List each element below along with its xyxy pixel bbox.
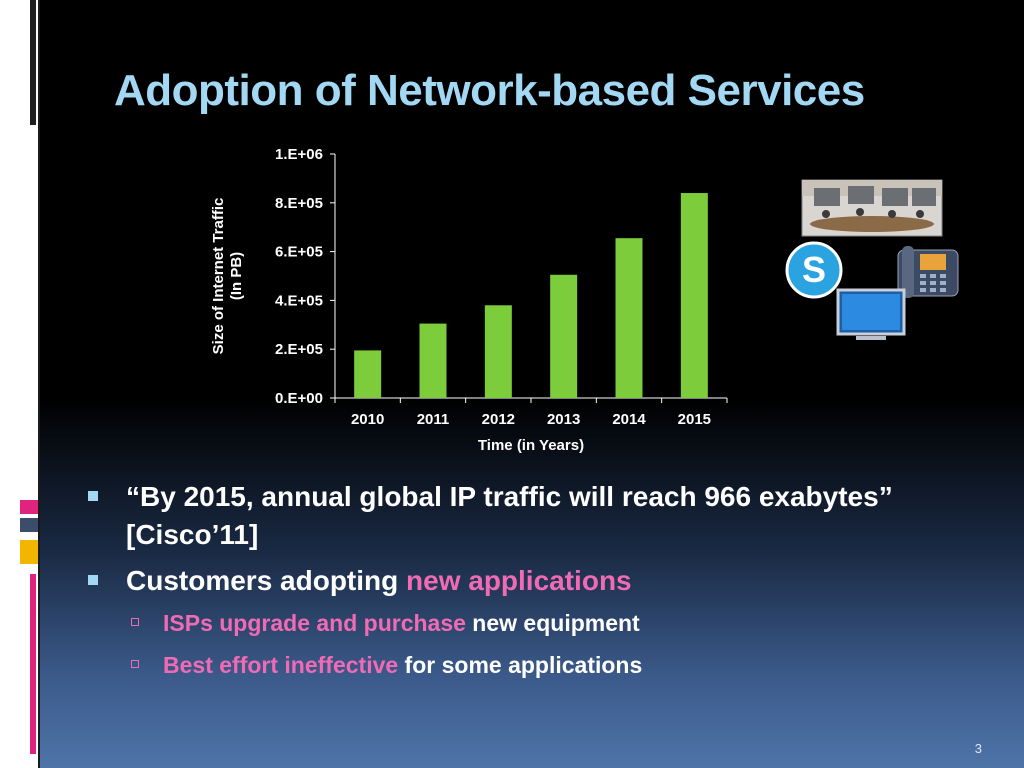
sub-bullet-text: for some applications <box>398 652 643 678</box>
x-tick-label: 2015 <box>678 411 711 428</box>
monitor-icon <box>836 288 906 340</box>
sub-bullet-text: new equipment <box>465 610 640 636</box>
y-axis-title-line1: Size of Internet Traffic <box>210 198 227 355</box>
y-tick-label: 8.E+05 <box>275 195 323 212</box>
strip-mark-pink <box>20 500 38 514</box>
bullet-marker-square <box>88 491 98 501</box>
sub-bullet-marker <box>131 618 139 626</box>
bullet-customers-adopting: Customers adopting new applications <box>88 562 968 600</box>
svg-text:S: S <box>802 249 826 290</box>
bar-2015 <box>680 193 708 398</box>
skype-icon: S <box>785 241 843 299</box>
bar-2013 <box>550 274 578 398</box>
traffic-bar-chart: 0.E+00 2.E+05 4.E+05 6.E+05 8.E+05 1.E+06 2010… <box>210 146 728 454</box>
y-tick-label: 4.E+05 <box>275 292 323 309</box>
sub-bullet-highlight: ISPs upgrade and purchase <box>163 610 466 636</box>
bullet-highlight: new applications <box>406 565 632 596</box>
bar-2010 <box>354 350 382 398</box>
slide-title: Adoption of Network-based Services <box>114 66 865 115</box>
ip-phone-icon <box>897 246 959 298</box>
icon-cluster-svg: S <box>785 179 959 340</box>
y-tick-label: 1.E+06 <box>275 146 323 163</box>
strip-mark-navy <box>20 518 38 532</box>
y-tick-label: 0.E+00 <box>275 390 323 407</box>
sub-bullet-marker <box>131 660 139 668</box>
y-axis-title: Size of Internet Traffic (In PB) <box>210 198 245 355</box>
slide-number: 3 <box>974 741 982 756</box>
strip-bar-pink <box>30 574 36 754</box>
y-tick-label: 2.E+05 <box>275 341 323 358</box>
left-decorative-strip <box>0 0 40 768</box>
y-tick-label: 6.E+05 <box>275 244 323 261</box>
x-tick-label: 2011 <box>417 411 450 428</box>
bar-2012 <box>484 305 512 398</box>
x-axis-title: Time (in Years) <box>478 437 584 454</box>
bar-2011 <box>419 323 447 398</box>
bullet-marker-square <box>88 575 98 585</box>
x-tick-label: 2010 <box>351 411 384 428</box>
bar-2014 <box>615 238 643 398</box>
sub-bullet-best-effort: Best effort ineffective for some applica… <box>88 650 968 680</box>
bullet-cisco-quote: “By 2015, annual global IP traffic will … <box>88 478 968 554</box>
strip-bar-dark <box>30 0 36 125</box>
bullet-list: “By 2015, annual global IP traffic will … <box>88 478 968 692</box>
x-tick-label: 2013 <box>547 411 580 428</box>
x-tick-label: 2012 <box>482 411 515 428</box>
strip-mark-yellow <box>20 540 38 564</box>
applications-icon-cluster: S <box>780 178 960 348</box>
sub-bullet-highlight: Best effort ineffective <box>163 652 399 678</box>
left-strip-rule <box>38 0 40 768</box>
bullet-text: “By 2015, annual global IP traffic will … <box>126 481 893 550</box>
video-conference-icon <box>801 179 943 237</box>
sub-bullet-isps: ISPs upgrade and purchase new equipment <box>88 608 968 638</box>
y-axis-title-line2: (In PB) <box>228 252 245 300</box>
bullet-text: Customers adopting <box>126 565 407 596</box>
x-tick-label: 2014 <box>612 411 646 428</box>
